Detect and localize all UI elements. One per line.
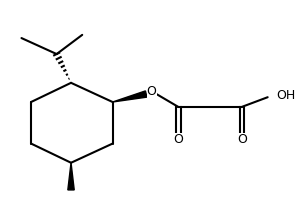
Text: O: O [173,133,183,146]
Text: O: O [147,85,156,98]
Polygon shape [68,163,74,190]
Text: O: O [237,133,247,146]
Polygon shape [113,91,147,102]
Text: OH: OH [277,90,296,103]
